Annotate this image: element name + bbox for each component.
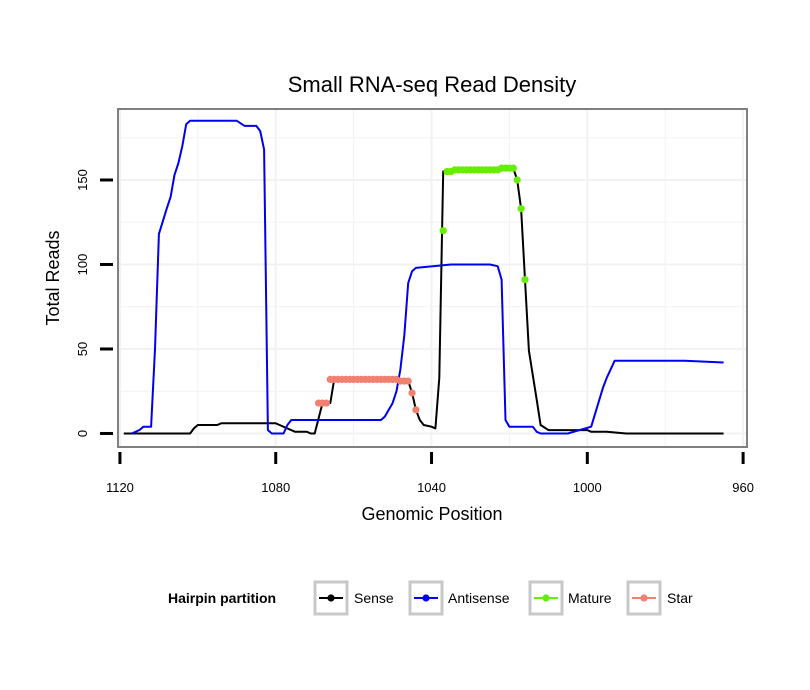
x-tick-label: 960 [732,480,754,495]
legend-key-point [542,594,550,602]
x-tick-label: 1040 [417,480,446,495]
legend-label: Sense [354,590,394,606]
star-point [408,389,416,397]
mature-point [517,205,525,213]
plot-panel-border [117,108,748,448]
series-layer [123,119,724,435]
sense-line [123,165,724,435]
legend-label: Star [667,590,693,606]
sense-series [123,165,724,435]
star-series [314,375,420,414]
legend-key-point [327,594,335,602]
antisense-line [131,119,724,435]
y-tick-label: 100 [75,254,90,276]
mature-point [521,276,529,284]
legend-entry-mature: Mature [528,580,612,616]
legend-key-point [422,594,430,602]
grid-lines [118,109,747,447]
chart-title: Small RNA-seq Read Density [288,72,577,97]
y-tick-label: 150 [75,169,90,191]
star-point [412,406,420,414]
x-tick-label: 1120 [106,480,134,495]
y-tick-label: 0 [75,430,90,437]
legend: Hairpin partition Sense Antisense Mature St… [168,580,693,616]
legend-label: Mature [568,590,612,606]
x-tick-label: 1000 [573,480,602,495]
legend-title: Hairpin partition [168,590,276,606]
legend-key-point [640,594,648,602]
legend-label: Antisense [448,590,510,606]
x-axis-title: Genomic Position [361,504,502,524]
mature-point [513,176,521,184]
axes: 1120 1080 1040 1000 960 0 50 100 150 [75,169,754,495]
star-point [322,399,330,407]
mature-series [439,164,529,284]
mature-point [439,227,447,235]
antisense-series [131,119,724,435]
legend-entry-sense: Sense [313,580,394,616]
star-point [404,377,412,385]
x-tick-label: 1080 [261,480,290,495]
legend-entry-antisense: Antisense [408,580,510,616]
y-tick-label: 50 [75,342,90,356]
mature-point [509,164,517,172]
y-axis-title: Total Reads [43,230,63,325]
legend-entry-star: Star [626,580,693,616]
